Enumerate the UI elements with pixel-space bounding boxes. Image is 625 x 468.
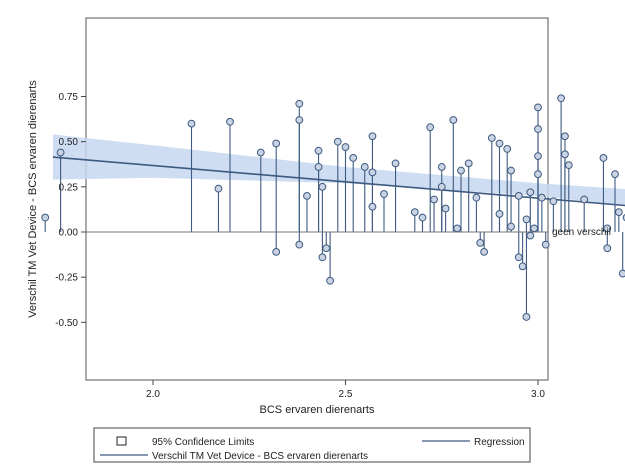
data-point: [318, 182, 327, 191]
data-point: [534, 125, 542, 133]
data-point: [226, 117, 234, 126]
data-point: [487, 134, 496, 142]
data-point: [322, 244, 331, 253]
data-point: [41, 213, 50, 222]
confidence-band-layer: [52, 134, 625, 206]
legend: 95% Confidence Limits Regression Verschi…: [93, 427, 531, 463]
data-point: [472, 193, 481, 202]
y-tick-label: -0.50: [55, 318, 78, 329]
data-point: [518, 262, 527, 271]
data-point: [314, 146, 323, 155]
data-point: [380, 190, 388, 198]
data-point: [464, 159, 473, 168]
data-point: [503, 144, 512, 153]
data-point: [514, 191, 523, 200]
data-point: [368, 168, 377, 177]
x-tick-label: 2.0: [146, 389, 160, 400]
data-point: [418, 213, 427, 222]
data-point: [437, 182, 446, 191]
data-point: [256, 148, 265, 157]
data-point: [272, 139, 281, 148]
data-point: [430, 195, 438, 204]
y-tick-label: 0.25: [59, 182, 79, 193]
data-point: [368, 202, 377, 211]
data-point: [449, 116, 458, 124]
data-point: [426, 123, 435, 132]
x-tick-label: 3.0: [531, 389, 545, 400]
point-layer: [41, 94, 625, 321]
data-point: [507, 222, 515, 231]
data-point: [314, 163, 323, 171]
data-point: [453, 224, 462, 233]
regression-line: [52, 156, 625, 207]
reference-line-label: geen verschil: [552, 227, 611, 238]
data-point: [441, 204, 450, 213]
data-point: [534, 152, 542, 161]
data-point: [580, 195, 589, 204]
data-point: [526, 188, 535, 197]
data-point: [549, 197, 558, 206]
data-point: [360, 163, 369, 171]
data-point: [603, 244, 612, 253]
data-point: [534, 170, 542, 179]
data-point: [541, 240, 550, 249]
data-point: [526, 231, 535, 240]
data-point: [522, 313, 531, 321]
data-point: [495, 139, 504, 148]
data-point: [599, 154, 608, 162]
data-point: [457, 166, 465, 175]
data-point: [614, 208, 623, 217]
legend-frame: [93, 427, 531, 463]
y-tick-label: -0.25: [55, 273, 78, 284]
data-point: [326, 276, 335, 285]
data-point: [303, 191, 311, 200]
data-point: [603, 224, 612, 233]
x-tick-label: 2.5: [339, 389, 353, 400]
data-point: [537, 193, 546, 202]
data-point: [318, 253, 327, 262]
data-point: [56, 148, 65, 157]
y-axis-label: Verschil TM Vet Device - BCS ervaren die…: [27, 80, 39, 318]
legend-band-swatch: [116, 436, 127, 446]
x-axis-label: BCS ervaren dierenarts: [260, 404, 375, 416]
data-point: [341, 143, 350, 151]
y-tick-label: 0.75: [59, 92, 79, 103]
data-point: [437, 163, 446, 171]
data-point: [557, 94, 565, 103]
data-point: [561, 132, 569, 141]
data-point: [295, 116, 304, 124]
confidence-band: [52, 134, 625, 206]
data-point: [507, 166, 515, 175]
data-point: [295, 99, 304, 108]
data-point: [611, 170, 619, 179]
data-point: [480, 247, 489, 256]
legend-label-needle: Verschil TM Vet Device - BCS ervaren die…: [152, 451, 368, 462]
data-point: [295, 240, 304, 249]
data-point: [272, 247, 281, 256]
data-point: [476, 238, 485, 247]
legend-label-confidence: 95% Confidence Limits: [152, 437, 254, 448]
data-point: [368, 132, 377, 141]
y-tick-label: 0.00: [59, 228, 79, 239]
data-point: [349, 154, 358, 162]
data-point: [618, 269, 625, 278]
data-point: [530, 224, 539, 233]
needle-layer: [44, 98, 624, 317]
data-point: [410, 208, 419, 217]
data-point: [522, 215, 531, 224]
legend-label-regression: Regression: [474, 437, 525, 448]
y-tick-label: 0.50: [59, 137, 79, 148]
data-point: [333, 137, 342, 146]
data-point: [514, 253, 523, 262]
regression-layer: [52, 156, 625, 207]
axis-layer: 2.02.53.03.54.0-0.50-0.250.000.250.500.7…: [55, 92, 545, 400]
data-point: [214, 184, 223, 193]
data-point: [561, 150, 569, 159]
data-point: [564, 161, 573, 170]
data-point: [391, 159, 400, 168]
data-point: [187, 119, 196, 128]
data-point: [534, 103, 542, 112]
data-point: [495, 210, 504, 218]
